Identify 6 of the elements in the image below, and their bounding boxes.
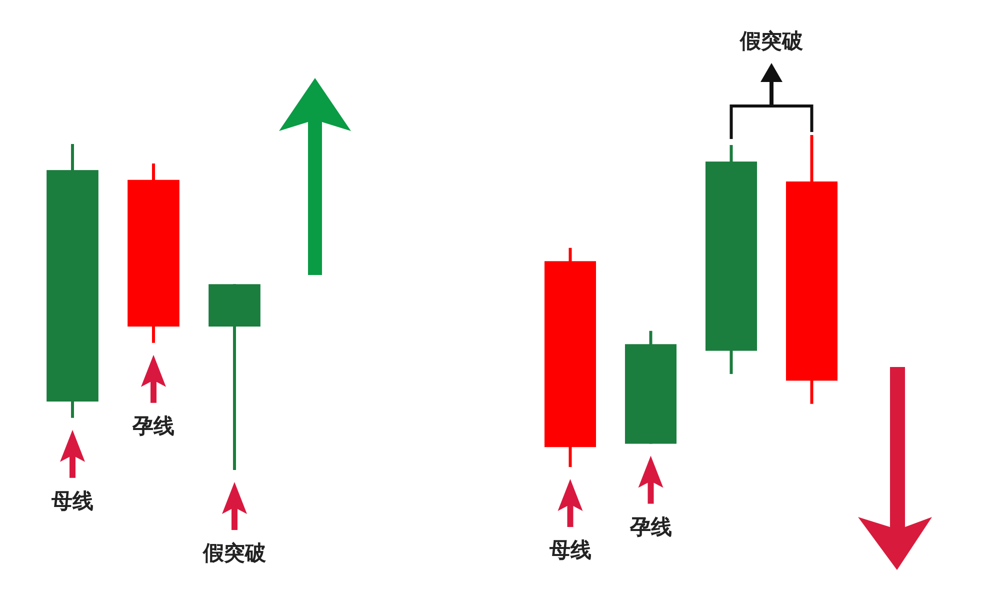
text: 母线	[50, 488, 94, 513]
text: 孕线	[628, 514, 672, 539]
text: 假突破	[202, 541, 267, 565]
text: 母线	[548, 538, 592, 562]
text: 假突破	[739, 29, 804, 53]
annotation: 孕线	[132, 414, 174, 438]
